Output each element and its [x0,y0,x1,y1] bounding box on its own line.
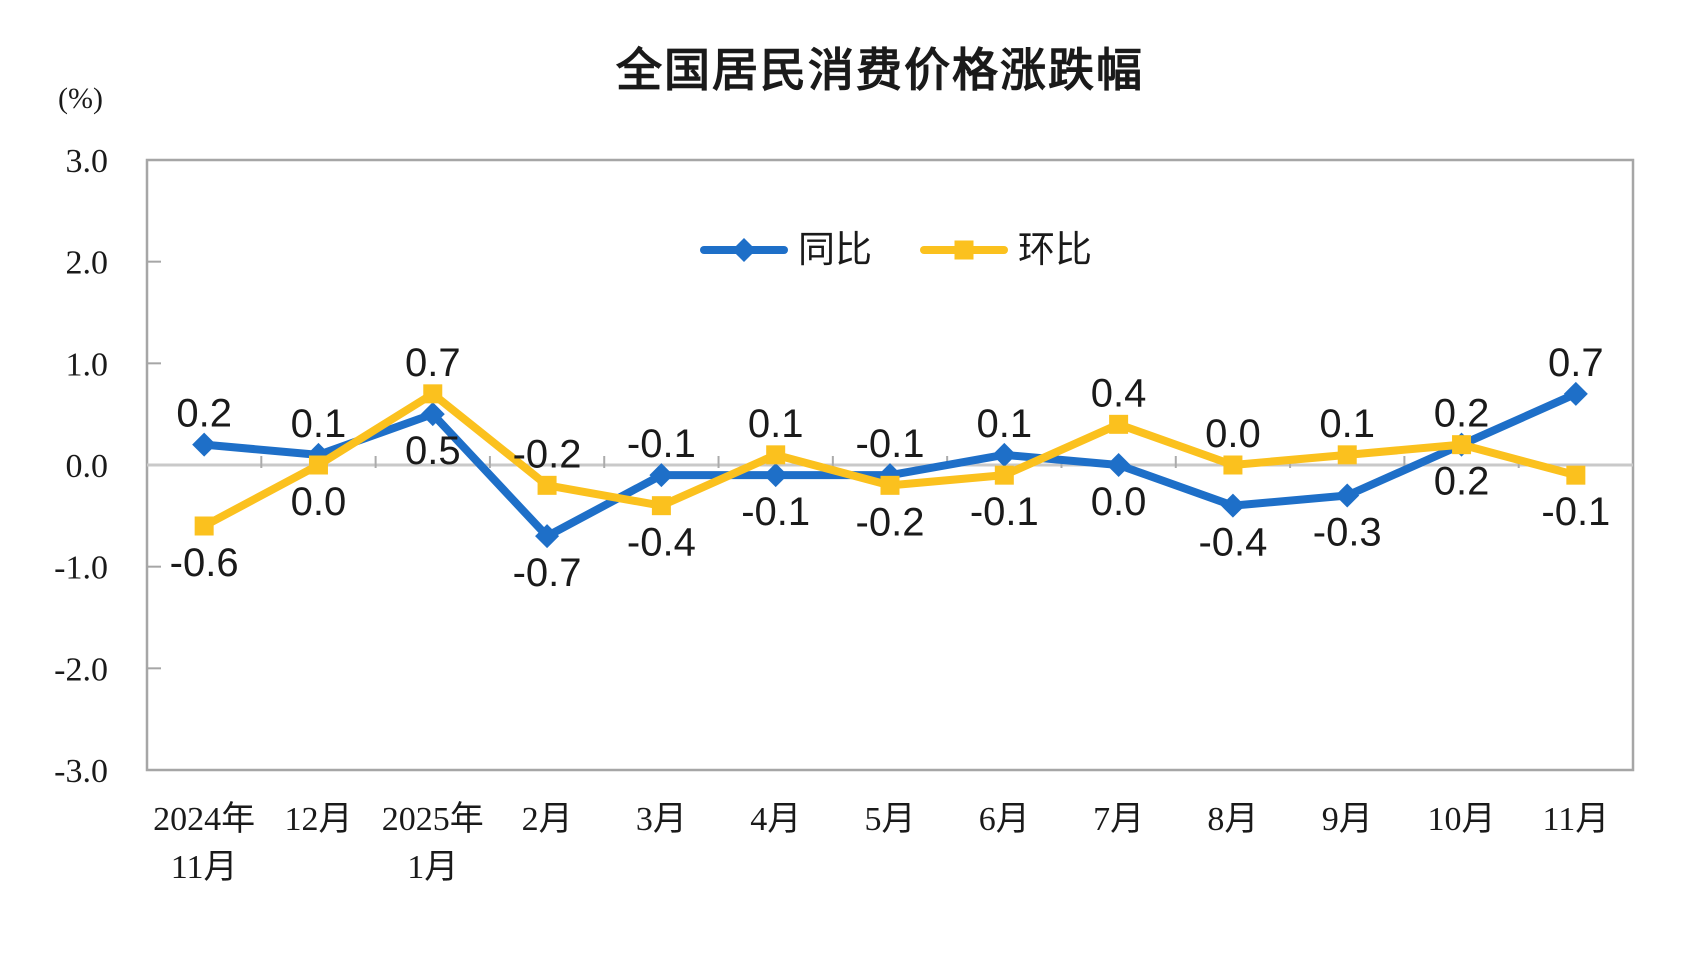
chart-title: 全国居民消费价格涨跌幅 [616,44,1144,96]
svg-text:-0.1: -0.1 [1541,490,1610,534]
svg-text:0.0: 0.0 [1205,412,1261,456]
chart-legend: 同比 环比 [700,231,1092,268]
svg-text:2.0: 2.0 [66,245,109,282]
svg-text:0.0: 0.0 [66,448,109,485]
yoy-line-sample [700,237,788,262]
svg-text:0.1: 0.1 [977,402,1033,446]
svg-text:-0.2: -0.2 [513,432,582,476]
svg-text:0.5: 0.5 [405,429,461,473]
x-axis-labels: 2024年 11月 12月 2025年 1月 2月 3月 4月 5月 6月 7月 8月 9月 10月 11月 [153,800,1609,886]
svg-text:0.2: 0.2 [1434,392,1490,436]
svg-text:0.2: 0.2 [176,392,232,436]
y-axis-labels: 3.0 2.0 1.0 0.0 -1.0 -2.0 -3.0 [54,143,108,790]
svg-text:5月: 5月 [865,801,916,838]
svg-text:7月: 7月 [1093,801,1144,838]
legend-label-yoy: 同比 [798,229,872,270]
svg-text:-0.2: -0.2 [856,500,925,544]
svg-text:-0.1: -0.1 [627,422,696,466]
svg-text:-0.1: -0.1 [741,490,810,534]
svg-text:10月: 10月 [1428,801,1496,838]
svg-text:12月: 12月 [284,801,352,838]
svg-text:0.7: 0.7 [1548,341,1604,385]
svg-text:-3.0: -3.0 [54,753,108,790]
svg-text:0.0: 0.0 [291,480,347,524]
svg-text:8月: 8月 [1207,801,1258,838]
svg-text:-0.4: -0.4 [627,521,696,565]
svg-text:-0.3: -0.3 [1313,511,1382,555]
svg-text:2月: 2月 [522,801,573,838]
svg-text:-1.0: -1.0 [54,550,108,587]
svg-text:3月: 3月 [636,801,687,838]
svg-text:4月: 4月 [750,801,801,838]
svg-text:-0.1: -0.1 [856,422,925,466]
svg-text:3.0: 3.0 [66,143,109,180]
series-markers-yoy [192,381,1588,549]
svg-text:0.1: 0.1 [1319,402,1375,446]
svg-text:0.0: 0.0 [1091,480,1147,524]
diamond-marker-icon [731,237,757,262]
legend-item-mom: 环比 [920,231,1092,268]
svg-text:1.0: 1.0 [66,346,109,383]
y-axis-unit-label: (%) [58,82,103,115]
legend-item-yoy: 同比 [700,231,872,268]
square-marker-icon [954,240,974,259]
svg-text:0.2: 0.2 [1434,460,1490,504]
data-labels: 0.2 -0.6 0.1 0.0 0.5 0.7 -0.7 -0.2 -0.1 -0.4 -0.1 0… [170,341,1611,595]
svg-text:-0.6: -0.6 [170,541,239,585]
series-markers-mom [194,384,1586,536]
legend-label-mom: 环比 [1018,229,1092,270]
svg-text:0.7: 0.7 [405,341,461,385]
svg-text:0.1: 0.1 [748,402,804,446]
svg-text:0.1: 0.1 [291,402,347,446]
svg-text:11月: 11月 [1542,801,1609,838]
svg-text:0.4: 0.4 [1091,371,1147,415]
svg-text:-0.7: -0.7 [513,551,582,595]
svg-text:9月: 9月 [1322,801,1373,838]
svg-text:-0.4: -0.4 [1198,521,1267,565]
svg-text:6月: 6月 [979,801,1030,838]
mom-line-sample [920,240,1008,259]
svg-text:-0.1: -0.1 [970,490,1039,534]
svg-text:-2.0: -2.0 [54,651,108,688]
